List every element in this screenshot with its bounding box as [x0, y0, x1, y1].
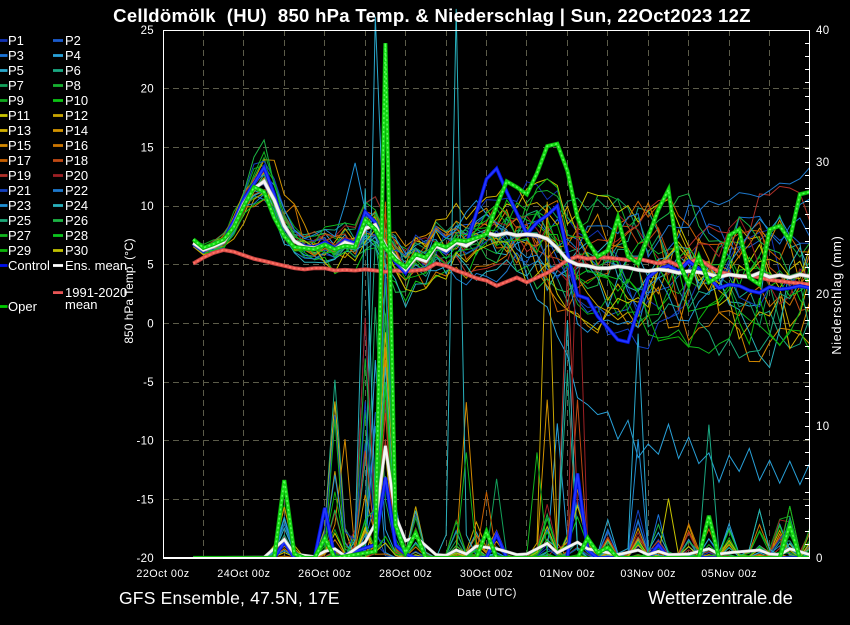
svg-text:P26: P26 [65, 213, 88, 228]
svg-text:1991-2020: 1991-2020 [65, 285, 127, 300]
svg-text:30Oct 00z: 30Oct 00z [460, 568, 513, 580]
svg-text:P28: P28 [65, 228, 88, 243]
svg-text:P18: P18 [65, 153, 88, 168]
svg-text:P12: P12 [65, 108, 88, 123]
svg-text:05Nov 00z: 05Nov 00z [701, 568, 757, 580]
svg-text:P15: P15 [8, 138, 31, 153]
svg-text:850 hPa Temp. (°C): 850 hPa Temp. (°C) [122, 238, 136, 343]
svg-text:P29: P29 [8, 243, 31, 258]
svg-text:24Oct 00z: 24Oct 00z [217, 568, 270, 580]
svg-text:-15: -15 [136, 494, 154, 506]
svg-text:0: 0 [816, 553, 823, 565]
svg-text:10: 10 [141, 201, 154, 213]
svg-text:Niederschlag (mm): Niederschlag (mm) [830, 235, 844, 354]
svg-text:Oper: Oper [8, 299, 38, 314]
svg-text:20: 20 [816, 289, 829, 301]
svg-text:28Oct 00z: 28Oct 00z [379, 568, 432, 580]
svg-text:Control: Control [8, 258, 50, 273]
svg-text:P7: P7 [8, 78, 24, 93]
svg-text:0: 0 [147, 318, 154, 330]
svg-text:Ens. mean: Ens. mean [65, 258, 127, 273]
svg-text:P23: P23 [8, 198, 31, 213]
svg-text:P1: P1 [8, 33, 24, 48]
svg-text:P2: P2 [65, 33, 81, 48]
svg-text:P19: P19 [8, 168, 31, 183]
svg-text:P6: P6 [65, 63, 81, 78]
svg-text:P3: P3 [8, 48, 24, 63]
svg-text:P10: P10 [65, 93, 88, 108]
svg-text:GFS Ensemble, 47.5N, 17E: GFS Ensemble, 47.5N, 17E [119, 588, 340, 608]
svg-text:mean: mean [65, 297, 98, 312]
svg-text:22Oct 00z: 22Oct 00z [136, 568, 189, 580]
svg-text:Celldömölk (HU) 850 hPa Temp: Celldömölk (HU) 850 hPa Temp. & Niedersc… [113, 5, 751, 26]
svg-text:01Nov 00z: 01Nov 00z [540, 568, 596, 580]
svg-text:10: 10 [816, 421, 829, 433]
svg-text:Date (UTC): Date (UTC) [457, 587, 517, 599]
svg-text:03Nov 00z: 03Nov 00z [620, 568, 676, 580]
svg-text:P17: P17 [8, 153, 31, 168]
svg-text:5: 5 [147, 260, 154, 272]
svg-text:Wetterzentrale.de: Wetterzentrale.de [648, 587, 793, 608]
svg-text:26Oct 00z: 26Oct 00z [298, 568, 351, 580]
svg-text:25: 25 [141, 25, 154, 37]
svg-text:P25: P25 [8, 213, 31, 228]
svg-text:30: 30 [816, 157, 829, 169]
svg-text:P24: P24 [65, 198, 88, 213]
svg-text:P13: P13 [8, 123, 31, 138]
svg-text:P27: P27 [8, 228, 31, 243]
svg-text:-10: -10 [136, 436, 154, 448]
svg-text:-20: -20 [136, 553, 154, 565]
svg-text:-5: -5 [143, 377, 154, 389]
svg-text:P21: P21 [8, 183, 31, 198]
svg-text:P16: P16 [65, 138, 88, 153]
svg-text:P4: P4 [65, 48, 81, 63]
svg-text:P14: P14 [65, 123, 88, 138]
svg-text:P8: P8 [65, 78, 81, 93]
svg-text:P20: P20 [65, 168, 88, 183]
svg-text:P30: P30 [65, 243, 88, 258]
svg-text:40: 40 [816, 25, 829, 37]
svg-text:P9: P9 [8, 93, 24, 108]
svg-text:15: 15 [141, 142, 154, 154]
svg-text:P5: P5 [8, 63, 24, 78]
svg-text:P22: P22 [65, 183, 88, 198]
svg-text:20: 20 [141, 84, 154, 96]
svg-text:P11: P11 [8, 108, 30, 123]
